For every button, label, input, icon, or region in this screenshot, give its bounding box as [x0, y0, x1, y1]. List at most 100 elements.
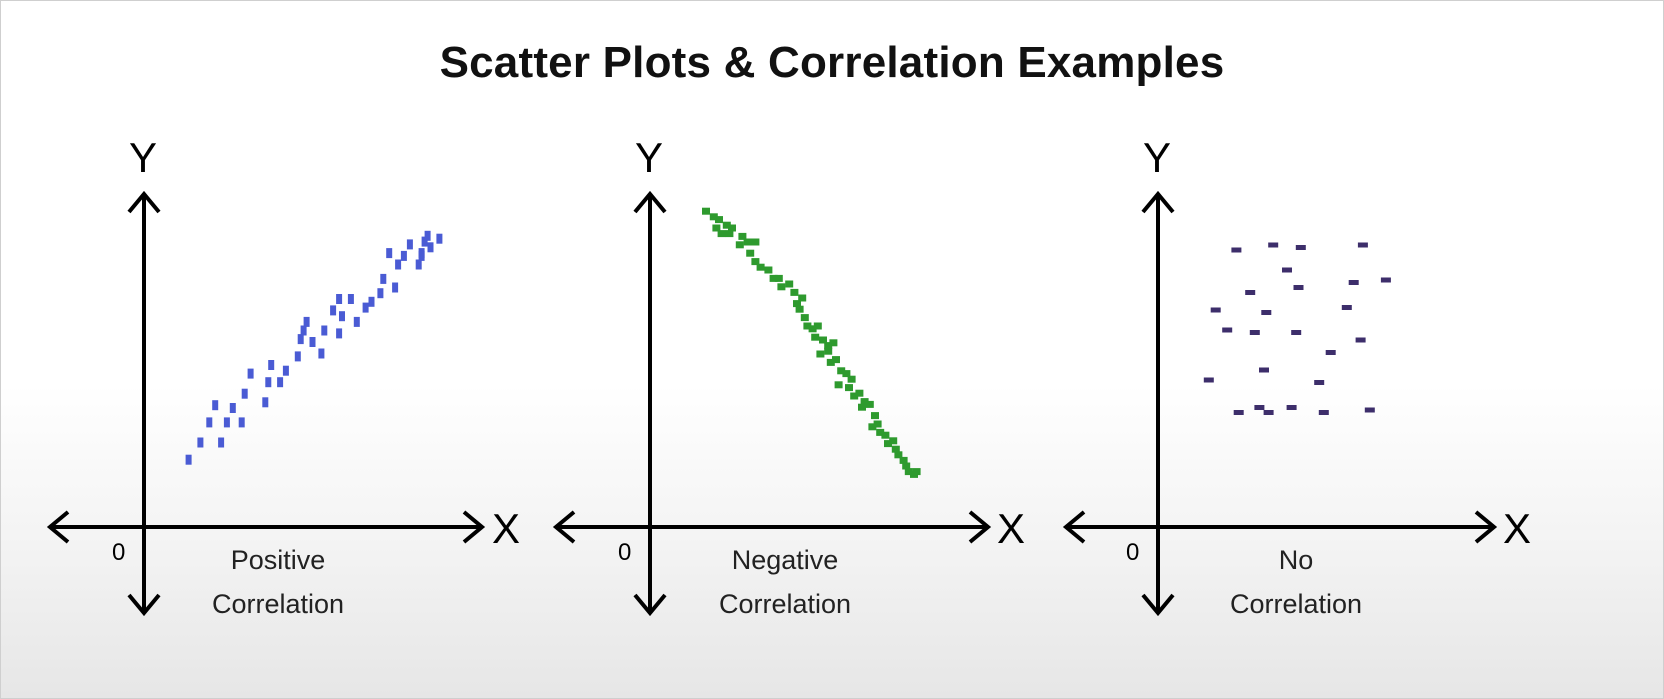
origin-label: 0 [618, 539, 631, 566]
data-point [321, 325, 328, 336]
origin-label: 0 [1126, 539, 1139, 566]
data-point [738, 232, 747, 240]
data-point [1203, 377, 1214, 383]
data-point [876, 428, 885, 436]
data-point [751, 258, 760, 266]
data-point [1282, 267, 1292, 273]
data-point [795, 305, 804, 313]
data-point [834, 381, 843, 389]
data-point [743, 238, 752, 246]
data-point [824, 342, 833, 350]
data-point [300, 325, 307, 336]
data-point [318, 348, 325, 359]
data-point [336, 328, 343, 339]
data-point [790, 288, 799, 296]
data-point [813, 322, 822, 330]
panel-caption-line: Negative [732, 545, 839, 575]
data-point [803, 322, 812, 330]
data-point [212, 400, 219, 411]
data-point [912, 468, 921, 476]
data-point [294, 351, 301, 362]
panel-caption-line: Correlation [719, 589, 851, 619]
y-axis-top-arrow [1141, 190, 1175, 214]
data-point [238, 417, 245, 428]
y-axis-bottom-arrow [127, 593, 161, 617]
data-point [904, 468, 913, 476]
y-axis-label: Y [129, 134, 157, 181]
data-point [1233, 410, 1244, 415]
data-point [1254, 405, 1265, 410]
data-point [436, 233, 443, 244]
data-point [858, 403, 866, 411]
data-point [1222, 327, 1233, 333]
data-point [902, 462, 911, 470]
data-point [427, 242, 434, 253]
data-point [785, 280, 794, 288]
panel-caption-line: No [1279, 545, 1314, 575]
slide-title: Scatter Plots & Correlation Examples [439, 38, 1225, 87]
data-point [722, 221, 731, 229]
data-point [406, 239, 413, 250]
panel-caption-line: Positive [231, 545, 326, 575]
data-point [837, 367, 846, 375]
data-point [247, 368, 254, 379]
data-point [715, 216, 723, 224]
data-point [808, 325, 817, 333]
data-point [1341, 305, 1352, 310]
data-point [353, 316, 360, 327]
data-point [1249, 330, 1260, 335]
x-axis-label: X [1503, 505, 1531, 552]
y-axis-bottom-arrow [633, 593, 667, 617]
data-point [268, 360, 275, 370]
data-point [1261, 310, 1272, 315]
data-point [1268, 242, 1279, 248]
y-axis-top-arrow [633, 190, 667, 214]
data-point [1357, 242, 1368, 248]
data-point [418, 250, 425, 261]
x-axis-left-arrow [1062, 510, 1086, 544]
data-point [899, 456, 908, 464]
data-point [868, 423, 877, 431]
data-point [793, 300, 801, 308]
panel-caption-line: Correlation [1230, 589, 1362, 619]
data-point [871, 412, 879, 420]
origin-label: 0 [112, 539, 125, 566]
data-point [889, 437, 898, 445]
data-point [1293, 285, 1304, 290]
data-point [386, 248, 393, 259]
data-point [1286, 405, 1297, 410]
data-point [362, 302, 369, 313]
data-point [873, 420, 882, 428]
data-point [702, 207, 710, 215]
data-point [829, 339, 838, 347]
data-point [881, 431, 890, 439]
data-point [1355, 337, 1366, 343]
data-point [377, 288, 384, 299]
data-point [756, 263, 765, 271]
data-point [725, 230, 734, 238]
data-point [1380, 277, 1391, 283]
y-axis-label: Y [635, 134, 663, 181]
data-point [1291, 330, 1302, 335]
data-point [717, 230, 726, 238]
data-point [1348, 280, 1359, 285]
data-point [1263, 410, 1274, 415]
data-point [847, 375, 856, 383]
data-point [826, 358, 835, 366]
data-point [764, 266, 773, 274]
data-point [894, 451, 903, 459]
data-point [336, 294, 343, 304]
data-point [1231, 247, 1242, 253]
data-point [277, 377, 284, 388]
data-point [185, 454, 192, 465]
panel-caption-line: Correlation [212, 589, 344, 619]
data-point [709, 213, 718, 221]
data-point [229, 403, 236, 413]
data-point [1210, 307, 1221, 313]
data-point [811, 333, 820, 341]
data-point [777, 283, 786, 291]
data-point [884, 440, 892, 448]
data-point [769, 274, 778, 282]
data-point [415, 259, 422, 270]
